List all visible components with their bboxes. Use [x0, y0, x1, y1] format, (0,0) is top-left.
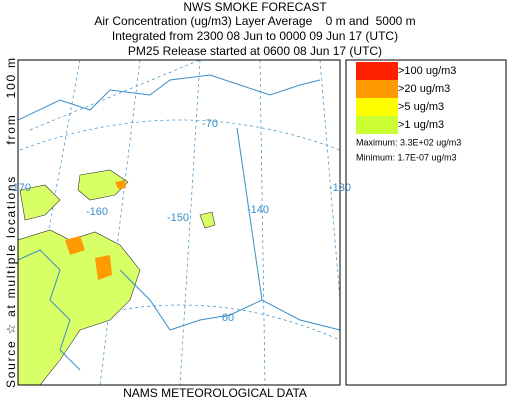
legend-label: >20 ug/m3: [398, 83, 450, 95]
graticule-label: -140: [247, 204, 269, 216]
header-line: PM25 Release started at 0600 08 Jun 17 (…: [128, 44, 382, 58]
land: [18, 169, 216, 385]
legend-swatch: [356, 98, 398, 116]
legend-label: >100 ug/m3: [398, 65, 456, 77]
footer: NAMS METEOROLOGICAL DATA: [123, 386, 307, 400]
legend-maximum: Maximum: 3.3E+02 ug/m3: [356, 137, 461, 147]
legend-swatch: [356, 116, 398, 134]
graticule-label: -150: [167, 212, 189, 224]
graticule-label: -70: [202, 118, 218, 130]
legend-swatch: [356, 80, 398, 98]
graticule-label: -170: [9, 182, 31, 194]
header-line: Integrated from 2300 08 Jun to 0000 09 J…: [112, 29, 398, 43]
legend-frame: [345, 59, 507, 386]
coastline: [18, 74, 340, 371]
graticule-label: -160: [86, 206, 108, 218]
graticule-label: -130: [329, 182, 351, 194]
graticule: [19, 60, 340, 385]
legend-label: >5 ug/m3: [398, 101, 444, 113]
map-frame: [17, 59, 341, 386]
legend-swatch: [356, 62, 398, 80]
legend-minimum: Minimum: 1.7E-07 ug/m3: [356, 152, 457, 162]
map: [17, 59, 341, 386]
title: NWS SMOKE FORECAST: [183, 0, 327, 14]
side-label: Source ☆ at multiple locations from 100 …: [4, 58, 18, 388]
legend-label: >1 ug/m3: [398, 119, 444, 131]
header-line: Air Concentration (ug/m3) Layer Average …: [94, 14, 415, 28]
graticule-label: 60: [222, 312, 234, 324]
